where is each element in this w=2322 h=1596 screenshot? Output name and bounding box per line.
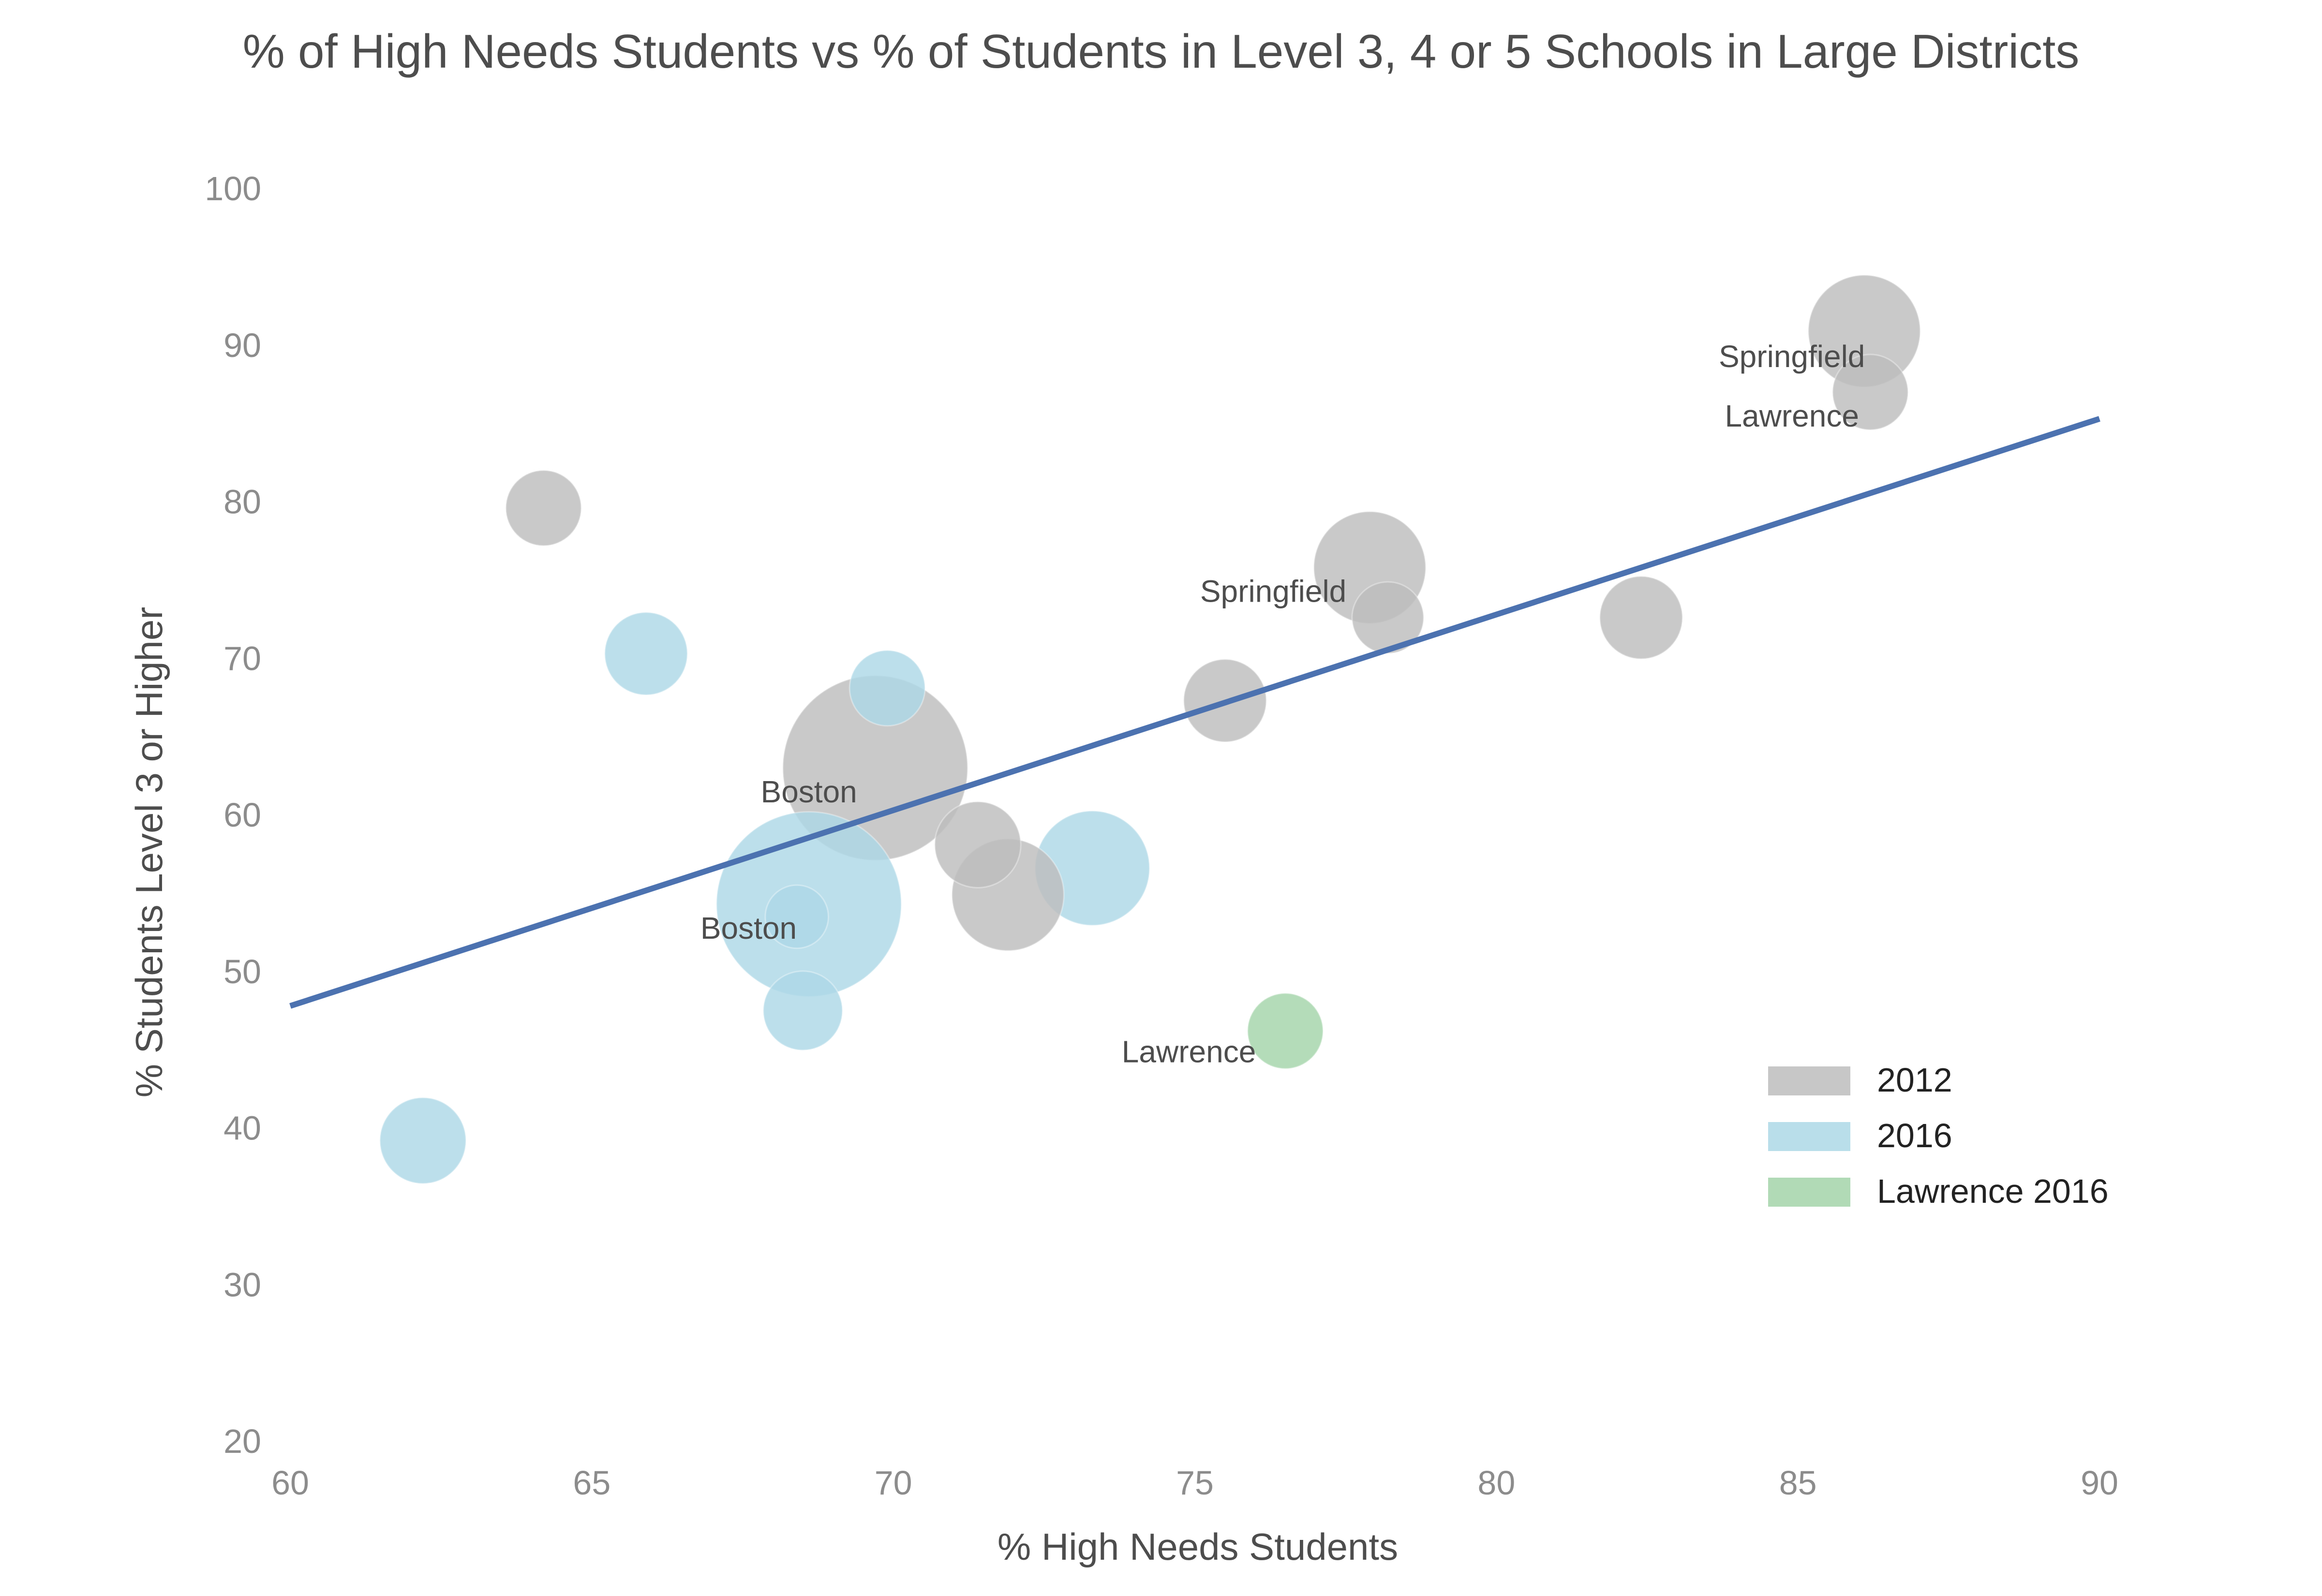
x-axis-ticks: 60 65 70 75 80 85 90 — [271, 1464, 2118, 1502]
trend-layer — [289, 416, 2100, 1009]
point-2016 — [762, 970, 843, 1051]
legend-label: 2012 — [1877, 1061, 1952, 1099]
x-axis-label: % High Needs Students — [997, 1525, 1398, 1568]
y-tick-label: 100 — [205, 170, 261, 207]
y-tick-label: 40 — [223, 1109, 261, 1147]
y-tick-label: 50 — [223, 953, 261, 990]
point-2012 — [1831, 354, 1909, 431]
annotations-layer: Springfield Lawrence Springfield Boston Bost… — [700, 339, 1865, 1069]
annotation-label: Lawrence — [1122, 1034, 1256, 1069]
point-2012 — [1351, 581, 1425, 654]
legend: 2012 2016 Lawrence 2016 — [1768, 1061, 2109, 1210]
points-layer — [379, 274, 1921, 1184]
legend-swatch — [1768, 1066, 1850, 1095]
annotation-label: Springfield — [1719, 339, 1865, 374]
point-2016 — [604, 611, 688, 696]
legend-label: 2016 — [1877, 1117, 1952, 1154]
point-2016 — [764, 884, 829, 949]
x-tick-label: 60 — [271, 1464, 309, 1502]
trend-line — [289, 416, 2100, 1009]
y-tick-label: 80 — [223, 483, 261, 521]
point-lawrence-2016 — [1247, 992, 1324, 1070]
point-2012 — [934, 801, 1022, 888]
x-tick-label: 65 — [573, 1464, 610, 1502]
annotation-label: Boston — [700, 911, 797, 946]
chart-title: % of High Needs Students vs % of Student… — [243, 25, 2080, 78]
y-tick-label: 90 — [223, 326, 261, 364]
legend-swatch — [1768, 1122, 1850, 1151]
annotation-label: Springfield — [1200, 574, 1346, 609]
x-tick-label: 85 — [1779, 1464, 1817, 1502]
y-tick-label: 20 — [223, 1422, 261, 1460]
y-tick-label: 70 — [223, 639, 261, 677]
legend-swatch — [1768, 1178, 1850, 1207]
y-axis-label: % Students Level 3 or Higher — [128, 607, 170, 1098]
y-tick-label: 60 — [223, 796, 261, 834]
x-tick-label: 75 — [1176, 1464, 1214, 1502]
point-2016 — [379, 1096, 467, 1184]
y-tick-label: 30 — [223, 1266, 261, 1303]
x-tick-label: 80 — [1477, 1464, 1515, 1502]
point-2012 — [1599, 576, 1683, 660]
point-2016 — [848, 650, 926, 727]
x-tick-label: 90 — [2081, 1464, 2118, 1502]
annotation-label: Lawrence — [1725, 399, 1859, 433]
point-2012 — [505, 469, 582, 547]
legend-label: Lawrence 2016 — [1877, 1172, 2109, 1210]
y-axis-ticks: 20 30 40 50 60 70 80 90 100 — [205, 170, 261, 1460]
x-tick-label: 70 — [875, 1464, 912, 1502]
annotation-label: Boston — [761, 774, 857, 809]
